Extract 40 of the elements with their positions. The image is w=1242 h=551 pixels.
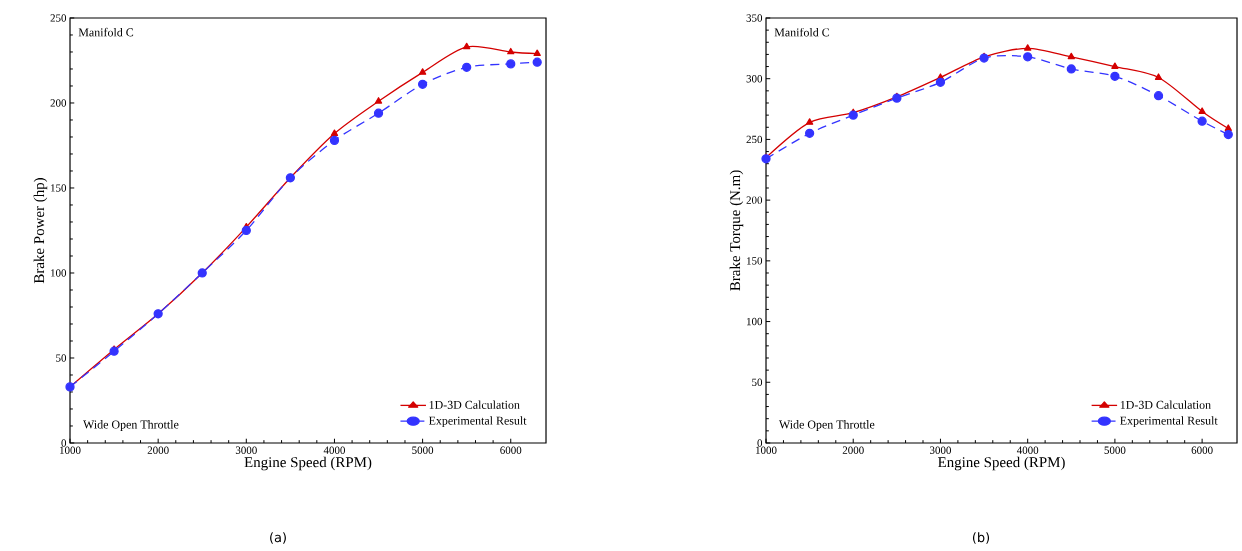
legend-label: Experimental Result	[1120, 416, 1218, 428]
y-tick-label: 300	[746, 75, 763, 83]
annotation: Wide Open Throttle	[83, 420, 179, 431]
x-tick-label: 1000	[60, 446, 81, 454]
y-tick-label: 200	[50, 99, 67, 107]
y-tick-label: 250	[50, 14, 67, 22]
y-tick-label: 50	[752, 378, 763, 386]
legend-label: Experimental Result	[428, 416, 527, 428]
annotation: Wide Open Throttle	[778, 420, 875, 431]
x-tick-label: 4000	[323, 446, 345, 454]
text: (b)	[972, 532, 990, 544]
x-tick-label: 5000	[412, 446, 434, 454]
y-axis-title: Brake Torque (N.m)	[729, 170, 744, 291]
y-tick-label: 100	[51, 269, 67, 277]
y-tick-label: 0	[61, 439, 67, 447]
x-tick-label: 6000	[1191, 446, 1213, 454]
y-tick-label: 0	[757, 439, 763, 447]
annotation: Manifold C	[78, 27, 134, 37]
y-tick-label: 150	[747, 257, 763, 265]
x-tick-label: 4000	[1016, 446, 1039, 454]
text: (a)	[270, 532, 286, 544]
y-tick-label: 200	[746, 196, 763, 204]
x-tick-label: 2000	[147, 446, 169, 454]
y-tick-label: 100	[747, 317, 763, 326]
annotation: Manifold C	[774, 27, 830, 37]
y-tick-label: 250	[746, 135, 763, 144]
y-tick-label: 150	[51, 184, 67, 192]
x-tick-label: 5000	[1104, 446, 1126, 454]
x-tick-label: 3000	[930, 446, 951, 454]
x-tick-label: 2000	[842, 446, 864, 454]
x-axis-title: Engine Speed (RPM)	[244, 456, 372, 471]
x-axis-title: Engine Speed (RPM)	[938, 456, 1065, 471]
y-tick-label: 350	[746, 14, 763, 22]
legend-label: 1D-3D Calculation	[1120, 400, 1211, 409]
y-tick-label: 50	[56, 354, 67, 362]
legend-label: 1D-3D Calculation	[429, 400, 520, 409]
y-axis-title: Brake Power (hp)	[33, 178, 48, 284]
x-tick-label: 6000	[500, 446, 522, 454]
x-tick-label: 1000	[756, 446, 777, 454]
x-tick-label: 3000	[235, 446, 257, 454]
